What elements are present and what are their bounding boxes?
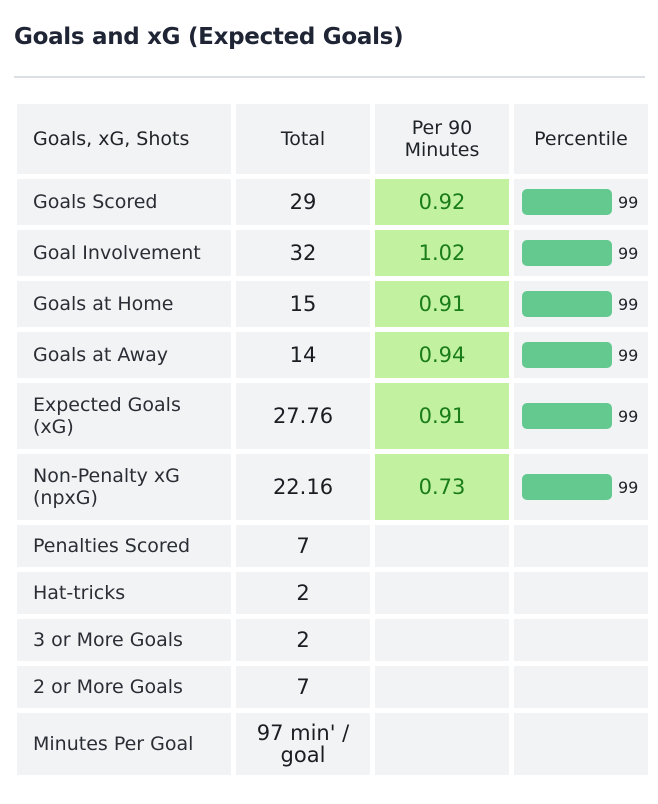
row-percentile: 99 <box>514 332 648 378</box>
row-percentile: 99 <box>514 454 648 520</box>
row-label: Goals at Away <box>17 332 231 378</box>
row-percentile <box>514 666 648 708</box>
row-label: 2 or More Goals <box>17 666 231 708</box>
row-label: Goals Scored <box>17 179 231 225</box>
percentile-value: 99 <box>618 192 639 212</box>
row-total: 2 <box>236 572 370 614</box>
row-label: Goals at Home <box>17 281 231 327</box>
row-label: Expected Goals (xG) <box>17 383 231 449</box>
row-label: Hat-tricks <box>17 572 231 614</box>
header-label: Goals, xG, Shots <box>17 104 231 174</box>
row-total: 2 <box>236 619 370 661</box>
percentile-value: 99 <box>618 243 639 263</box>
percentile-value: 99 <box>618 477 639 497</box>
table-row: Goals at Away 14 0.94 99 <box>17 332 648 378</box>
percentile-bar-fill <box>522 342 613 368</box>
percentile-bar <box>522 189 613 215</box>
row-label: Non-Penalty xG (npxG) <box>17 454 231 520</box>
row-total: 7 <box>236 525 370 567</box>
row-total: 29 <box>236 179 370 225</box>
row-total: 15 <box>236 281 370 327</box>
row-per90 <box>375 713 509 775</box>
percentile-bar <box>522 240 613 266</box>
row-per90: 0.91 <box>375 383 509 449</box>
section-title: Goals and xG (Expected Goals) <box>14 24 404 50</box>
row-total: 7 <box>236 666 370 708</box>
row-per90: 0.73 <box>375 454 509 520</box>
header-total: Total <box>236 104 370 174</box>
row-percentile <box>514 619 648 661</box>
row-total: 32 <box>236 230 370 276</box>
row-total: 27.76 <box>236 383 370 449</box>
row-per90 <box>375 572 509 614</box>
row-total: 97 min' / goal <box>236 713 370 775</box>
row-percentile: 99 <box>514 383 648 449</box>
row-per90: 1.02 <box>375 230 509 276</box>
row-percentile: 99 <box>514 281 648 327</box>
table-row: 2 or More Goals 7 <box>17 666 648 708</box>
percentile-bar-fill <box>522 291 613 317</box>
percentile-bar-fill <box>522 403 613 429</box>
percentile-bar <box>522 403 613 429</box>
percentile-bar-fill <box>522 240 613 266</box>
percentile-value: 99 <box>618 294 639 314</box>
percentile-bar-fill <box>522 189 613 215</box>
stats-table: Goals, xG, Shots Total Per 90 Minutes Per… <box>12 99 653 780</box>
row-percentile <box>514 572 648 614</box>
row-total: 22.16 <box>236 454 370 520</box>
row-label: Goal Involvement <box>17 230 231 276</box>
row-per90 <box>375 619 509 661</box>
percentile-value: 99 <box>618 345 639 365</box>
table-row: Goals Scored 29 0.92 99 <box>17 179 648 225</box>
row-label: Minutes Per Goal <box>17 713 231 775</box>
table-row: 3 or More Goals 2 <box>17 619 648 661</box>
row-label: Penalties Scored <box>17 525 231 567</box>
percentile-bar <box>522 342 613 368</box>
row-percentile: 99 <box>514 230 648 276</box>
percentile-value: 99 <box>618 406 639 426</box>
table-row: Expected Goals (xG) 27.76 0.91 99 <box>17 383 648 449</box>
table-row: Minutes Per Goal 97 min' / goal <box>17 713 648 775</box>
row-percentile <box>514 525 648 567</box>
row-percentile <box>514 713 648 775</box>
header-per90: Per 90 Minutes <box>375 104 509 174</box>
percentile-bar <box>522 291 613 317</box>
row-label: 3 or More Goals <box>17 619 231 661</box>
title-divider <box>14 76 645 78</box>
row-per90: 0.94 <box>375 332 509 378</box>
row-total: 14 <box>236 332 370 378</box>
table-row: Goal Involvement 32 1.02 99 <box>17 230 648 276</box>
row-per90 <box>375 525 509 567</box>
table-row: Non-Penalty xG (npxG) 22.16 0.73 99 <box>17 454 648 520</box>
table-row: Penalties Scored 7 <box>17 525 648 567</box>
table-row: Hat-tricks 2 <box>17 572 648 614</box>
row-percentile: 99 <box>514 179 648 225</box>
table-row: Goals at Home 15 0.91 99 <box>17 281 648 327</box>
row-per90: 0.92 <box>375 179 509 225</box>
row-per90: 0.91 <box>375 281 509 327</box>
table-header-row: Goals, xG, Shots Total Per 90 Minutes Per… <box>17 104 648 174</box>
header-percentile: Percentile <box>514 104 648 174</box>
percentile-bar-fill <box>522 474 613 500</box>
row-per90 <box>375 666 509 708</box>
percentile-bar <box>522 474 613 500</box>
